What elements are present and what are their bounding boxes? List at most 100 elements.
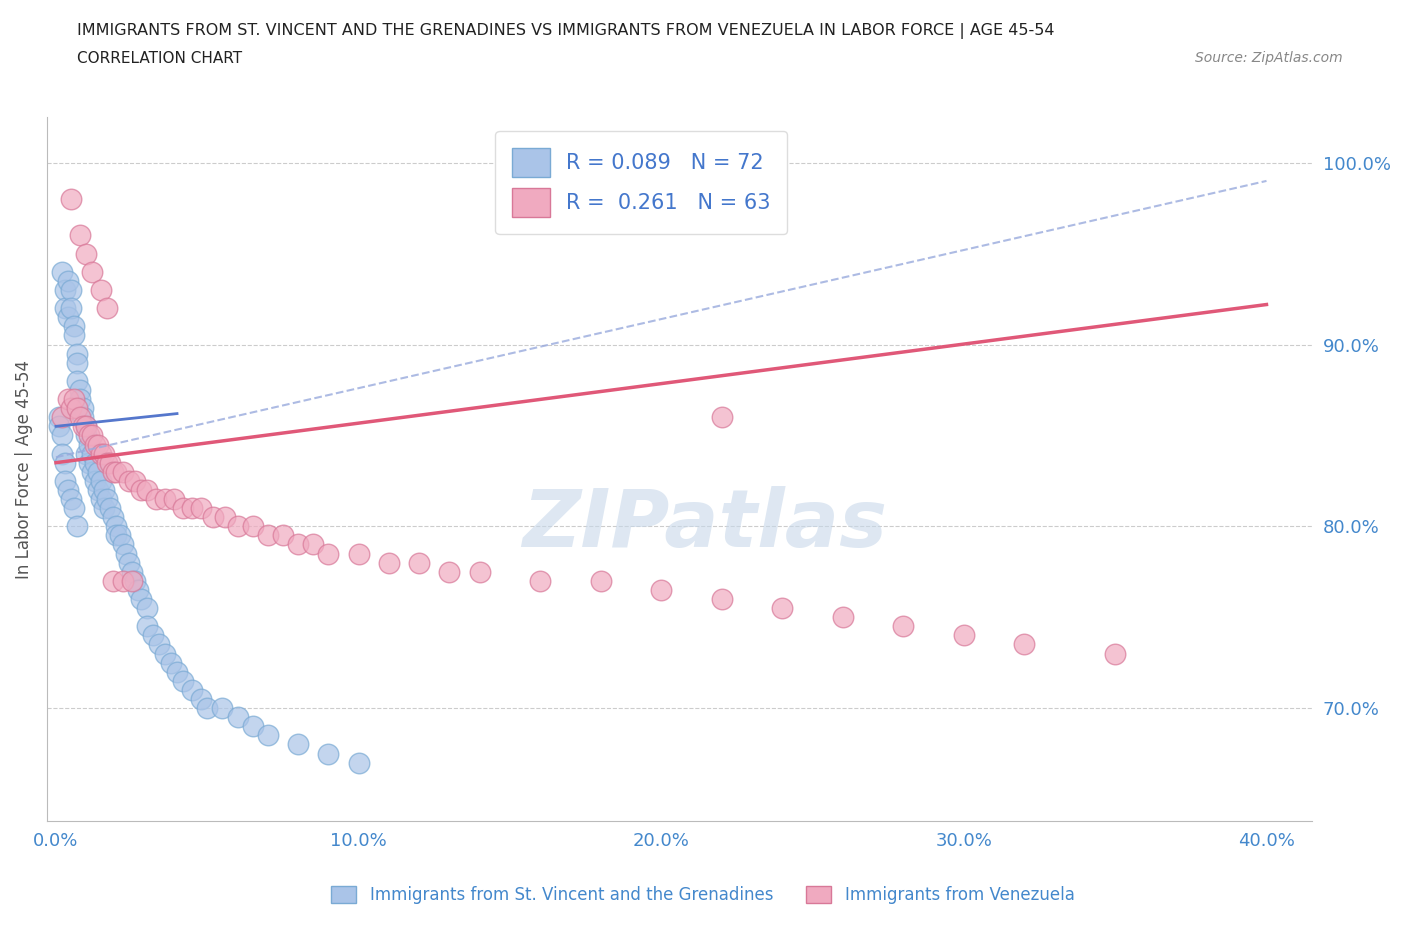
Point: [378, 555, 401, 570]
Point: [160, 656, 183, 671]
Point: [1014, 637, 1036, 652]
Point: [347, 546, 370, 561]
Point: [56, 392, 79, 406]
Point: [56, 273, 79, 288]
Point: [770, 601, 793, 616]
Point: [75, 428, 97, 443]
Point: [48, 418, 70, 433]
Point: [84, 473, 107, 488]
Point: [529, 574, 551, 589]
Point: [439, 565, 461, 579]
Point: [114, 546, 136, 561]
Point: [148, 637, 170, 652]
Point: [318, 746, 340, 761]
Point: [108, 528, 131, 543]
Point: [589, 574, 612, 589]
Point: [60, 192, 83, 206]
Point: [145, 492, 167, 507]
Point: [105, 519, 128, 534]
Point: [90, 446, 112, 461]
Point: [408, 555, 430, 570]
Point: [111, 574, 134, 589]
Point: [117, 473, 139, 488]
Point: [96, 492, 118, 507]
Point: [242, 719, 264, 734]
Point: [202, 510, 225, 525]
Point: [242, 519, 264, 534]
Point: [93, 446, 115, 461]
Point: [256, 528, 278, 543]
Point: [271, 528, 294, 543]
Point: [153, 492, 176, 507]
Point: [121, 574, 143, 589]
Point: [60, 492, 83, 507]
Point: [214, 510, 236, 525]
Point: [105, 528, 128, 543]
Point: [163, 492, 186, 507]
Point: [56, 483, 79, 498]
Point: [66, 519, 89, 534]
Point: [831, 610, 853, 625]
Point: [124, 574, 146, 589]
Point: [93, 483, 115, 498]
Point: [82, 464, 104, 479]
Point: [121, 565, 143, 579]
Point: [129, 483, 152, 498]
Point: [226, 519, 249, 534]
Point: [77, 456, 100, 471]
Point: [60, 401, 83, 416]
Point: [129, 591, 152, 606]
Point: [891, 618, 914, 633]
Point: [256, 728, 278, 743]
Point: [190, 500, 212, 515]
Point: [51, 264, 73, 279]
Y-axis label: In Labor Force | Age 45-54: In Labor Force | Age 45-54: [15, 360, 32, 578]
Point: [103, 510, 125, 525]
Point: [82, 264, 104, 279]
Point: [135, 483, 157, 498]
Point: [172, 500, 194, 515]
Point: [75, 418, 97, 433]
Point: [77, 428, 100, 443]
Point: [190, 692, 212, 707]
Point: [135, 601, 157, 616]
Point: [60, 300, 83, 315]
Point: [66, 401, 89, 416]
Point: [117, 555, 139, 570]
Point: [75, 446, 97, 461]
Point: [181, 683, 204, 698]
Point: [111, 537, 134, 551]
Point: [48, 410, 70, 425]
Point: [63, 500, 86, 515]
Point: [100, 500, 122, 515]
Point: [468, 565, 491, 579]
Point: [69, 410, 91, 425]
Point: [51, 428, 73, 443]
Point: [53, 300, 76, 315]
Point: [96, 300, 118, 315]
Point: [72, 410, 94, 425]
Point: [72, 401, 94, 416]
Point: [135, 618, 157, 633]
Point: [51, 410, 73, 425]
Point: [90, 492, 112, 507]
Point: [66, 374, 89, 389]
Point: [66, 355, 89, 370]
Point: [127, 582, 149, 597]
Point: [710, 410, 733, 425]
Point: [1104, 646, 1126, 661]
Point: [84, 437, 107, 452]
Point: [66, 346, 89, 361]
Point: [105, 464, 128, 479]
Point: [103, 464, 125, 479]
Point: [172, 673, 194, 688]
Point: [100, 456, 122, 471]
Text: ZIPatlas: ZIPatlas: [522, 486, 887, 565]
Point: [347, 755, 370, 770]
Point: [84, 456, 107, 471]
Point: [82, 446, 104, 461]
Point: [93, 500, 115, 515]
Point: [87, 483, 110, 498]
Point: [87, 437, 110, 452]
Point: [166, 664, 188, 679]
